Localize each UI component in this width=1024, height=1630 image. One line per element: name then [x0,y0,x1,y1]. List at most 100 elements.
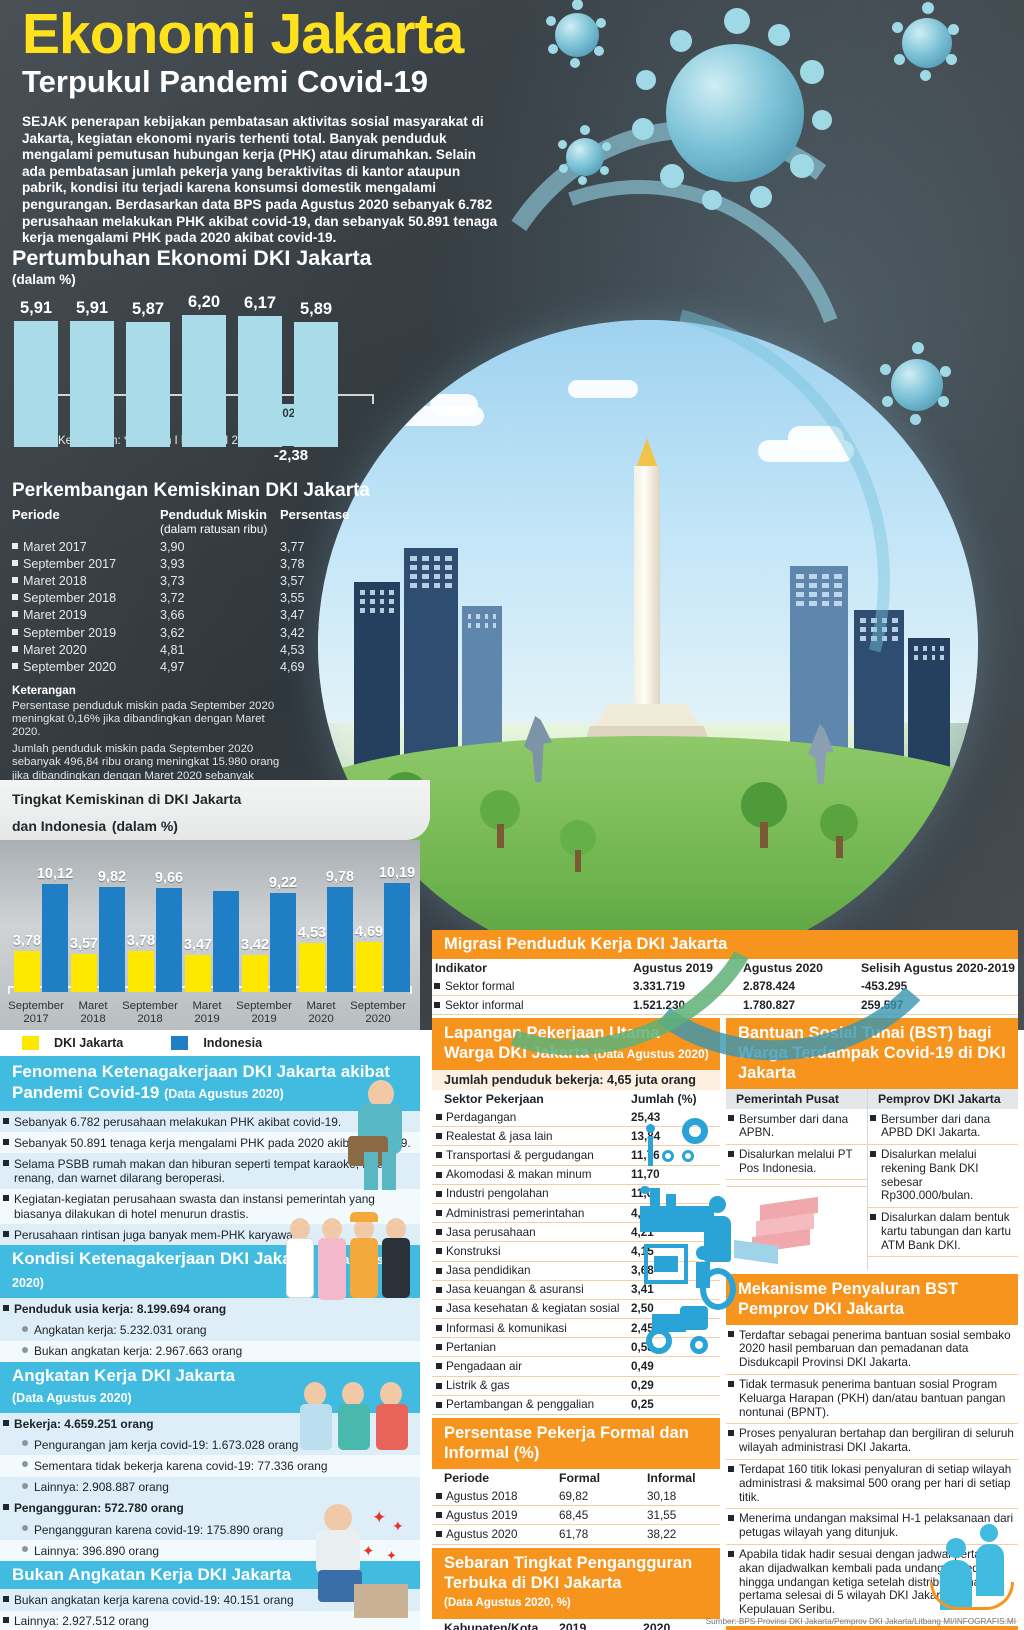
growth-bar: 5,87 [126,300,170,447]
pg-col-0: Kabupaten/Kota [444,1620,539,1630]
migration-col-2: Agustus 2020 [743,961,823,975]
list-item: Sebanyak 6.782 perusahaan melakukan PHK … [0,1111,420,1133]
poverty-level-title-2: dan Indonesia [12,818,107,834]
virus-small-3 [892,2,962,81]
list-item: Bukan angkatan kerja: 2.967.663 orang [0,1340,420,1363]
pg-col-2: 2020 [643,1620,671,1630]
poverty-periode: Maret 2019 [12,607,160,624]
migration-col-1: Agustus 2019 [633,961,713,975]
workers-illustration [286,1212,420,1330]
person-blue-icon [700,1196,734,1262]
poverty-persen: 4,69 [280,659,305,674]
list-item: Disalurkan melalui PT Pos Indonesia. [726,1145,867,1181]
square-bullet-icon [3,1117,9,1124]
bst-right-list: Bersumber dari dana APBD DKI Jakarta. Dis… [868,1109,1018,1258]
factory-icon [640,1186,714,1232]
poverty-level-x-label: September 2017 [8,1000,64,1025]
dot-bullet-icon [22,1482,28,1489]
poverty-level-bar-value: 3,78 [12,933,42,949]
table-row: September 2020 4,97 4,69 [12,658,407,675]
table-row: Agustus 2020 61,78 38,22 [432,1524,720,1545]
poverty-periode: September 2017 [12,555,160,572]
fi-col-2: Informal [647,1471,696,1485]
growth-bar-value: 6,20 [187,293,221,311]
poverty-col-miskin-sub: (dalam ratusan ribu) [160,522,268,536]
lapangan-sektor: Konstruksi [432,1241,628,1262]
table-row: September 2018 3,72 3,55 [12,590,407,607]
growth-bar-value: 6,17 [243,294,277,312]
poverty-level-bar-value: 4,53 [297,925,327,941]
lapangan-sektor: Jasa perusahaan [432,1222,628,1243]
lapangan-nilai: 11,70 [628,1165,720,1185]
migration-header: Migrasi Penduduk Kerja DKI Jakarta [432,930,1018,959]
migration-selisih: 259.597 [858,995,1018,1016]
poverty-periode: September 2018 [12,590,160,607]
migration-indikator: Sektor informal [432,995,630,1016]
list-item: Lainnya: 396.890 orang [0,1540,420,1562]
migration-indikator: Sektor formal [432,977,630,997]
lapangan-nilai: 0,49 [628,1356,720,1377]
poverty-note-1: Persentase penduduk miskin pada Septembe… [12,699,275,739]
table-row: Maret 2017 3,90 3,77 [12,538,407,555]
growth-bar-value: 5,87 [131,300,165,318]
poverty-miskin: 3,93 [160,556,185,571]
poverty-persen: 3,57 [280,573,305,588]
right-bottom-column: Bantuan Sosial Tunai (BST) bagi Warga Te… [726,1018,1018,1630]
migration-2020: 2.878.424 [740,977,858,997]
bst-left-head: Pemerintah Pusat [726,1089,867,1109]
angkatan-pengangguran: Pengangguran: 572.780 orang [0,1497,420,1520]
square-bullet-icon [3,1230,9,1237]
poverty-level-x-label: September 2019 [236,1000,292,1025]
poverty-periode: Maret 2020 [12,641,160,658]
bst-title: Bantuan Sosial Tunai (BST) bagi Warga Te… [738,1024,1006,1082]
poverty-level-bar: 3,57 [70,936,98,992]
angkatan-sublist-2: Pengangguran karena covid-19: 175.890 or… [0,1519,420,1562]
list-item: Terdaftar sebagai penerima bantuan sosia… [726,1325,1018,1375]
lapangan-table: Sektor Pekerjaan Jumlah (%) Perdagangan 2… [432,1090,720,1416]
list-item: Sementara tidak bekerja karena covid-19:… [0,1455,420,1477]
sad-person-illustration: ✦ ✦ ✦ ✦ [296,1502,422,1620]
virus-large [632,8,832,210]
lapangan-title: Lapangan Pekerjaan Utama Warga DKI Jakar… [444,1024,660,1062]
lapangan-total: Jumlah penduduk bekerja: 4,65 juta orang [432,1070,720,1090]
table-row: Agustus 2018 69,82 30,18 [432,1487,720,1507]
list-item: Pengangguran: 572.780 orang [0,1497,420,1520]
phenomena-list: Sebanyak 6.782 perusahaan melakukan PHK … [0,1111,420,1246]
square-bullet-icon [3,1159,9,1166]
list-item: Disalurkan melalui rekening Bank DKI seb… [868,1145,1018,1208]
poverty-level-bar-value: 10,12 [36,866,74,882]
lapangan-col-0: Sektor Pekerjaan [444,1092,544,1106]
poverty-col-periode: Periode [12,507,60,522]
poverty-level-x-label: Maret 2020 [306,1000,336,1025]
poverty-miskin: 3,90 [160,539,185,554]
table-row: Listrik & gas 0,29 [432,1376,720,1396]
fi-formal: 61,78 [556,1524,644,1545]
table-row: Maret 2019 3,66 3,47 [12,607,407,624]
kondisi-sublist: Angkatan kerja: 5.232.031 orang Bukan ang… [0,1319,420,1363]
list-item: Angkatan kerja: 5.232.031 orang [0,1319,420,1341]
virus-small-4 [880,342,954,425]
poverty-level-title-1: Tingkat Kemiskinan di DKI Jakarta [12,791,242,807]
table-row: September 2017 3,93 3,78 [12,555,407,572]
gear-worker-icon [642,1118,712,1174]
growth-chart-title: Pertumbuhan Ekonomi DKI Jakarta [12,246,372,270]
lapangan-col-1: Jumlah (%) [631,1092,697,1106]
dot-bullet-icon [22,1440,28,1447]
formal-informal-table: Periode Formal Informal Agustus 2018 69,8… [432,1469,720,1545]
square-bullet-icon [3,1138,9,1145]
family-icon [930,1524,1014,1610]
poverty-table-title: Perkembangan Kemiskinan DKI Jakarta [12,480,370,501]
lapangan-nilai: 0,25 [628,1395,720,1416]
migration-col-3: Selisih Agustus 2020-2019 [861,961,1016,975]
kondisi-title: Kondisi Ketenagakerjaan DKI Jakarta [12,1249,314,1269]
header: Ekonomi Jakarta Terpukul Pandemi Covid-1… [22,4,542,247]
lapangan-sektor: Jasa kesehatan & kegiatan sosial [432,1299,628,1320]
fi-col-1: Formal [559,1471,600,1485]
poverty-miskin: 4,81 [160,642,185,657]
square-bullet-icon [870,1150,876,1157]
square-bullet-icon [870,1115,876,1121]
poverty-level-chart-header: Tingkat Kemiskinan di DKI Jakarta dan In… [0,780,430,840]
growth-bar-2020-value: -2,38 [273,447,309,464]
poverty-level-bar-value: 3,47 [183,937,213,953]
square-bullet-icon [728,1514,734,1521]
